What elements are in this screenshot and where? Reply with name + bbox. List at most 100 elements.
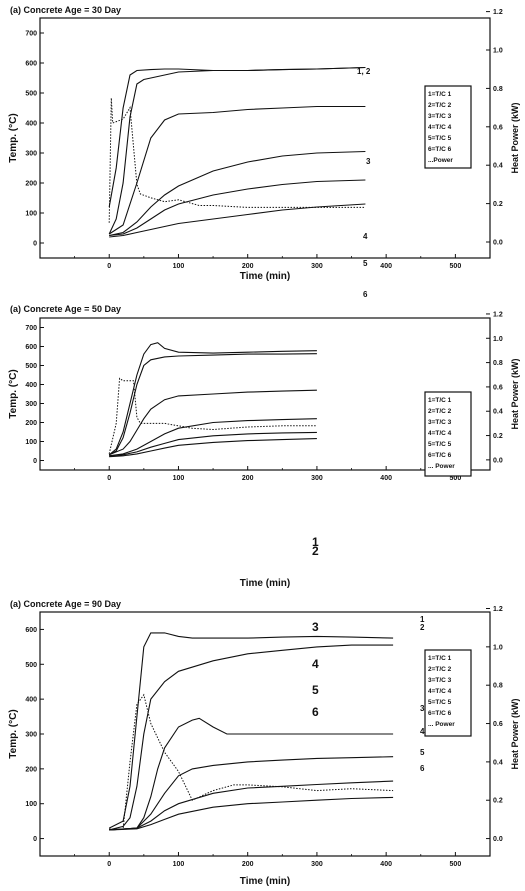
temperature-series-line-5 xyxy=(109,431,317,457)
y-tick-label: 400 xyxy=(25,382,37,389)
curve-label: 3 xyxy=(420,704,425,713)
y-axis-label: Temp. (°C) xyxy=(8,113,19,162)
legend-entry: 6=T/C 6 xyxy=(428,146,452,153)
curve-label: 4 xyxy=(420,727,425,736)
temperature-series-line-6 xyxy=(109,796,394,831)
legend-entry: 2=T/C 2 xyxy=(428,408,452,415)
y-axis-label: Temp. (°C) xyxy=(8,709,19,758)
x-tick-label: 400 xyxy=(380,475,392,482)
temperature-series-line-5 xyxy=(109,179,366,237)
y-tick-label: 0 xyxy=(33,458,37,465)
legend-entry: 2=T/C 2 xyxy=(428,666,452,673)
y-tick-label: 300 xyxy=(25,732,37,739)
y2-tick-label: 0.0 xyxy=(493,836,503,843)
y-tick-label: 500 xyxy=(25,91,37,98)
y2-axis-label: Heat Power (kW) xyxy=(510,698,520,769)
y2-tick-label: 1.2 xyxy=(493,311,503,318)
curve-label: 1 xyxy=(312,535,319,549)
legend-entry: 6=T/C 6 xyxy=(428,710,452,717)
temperature-series-line-2 xyxy=(108,353,317,456)
y-tick-label: 700 xyxy=(25,31,37,38)
y-tick-label: 600 xyxy=(25,344,37,351)
x-tick-label: 300 xyxy=(311,861,323,868)
x-axis-label: Time (min) xyxy=(240,271,290,282)
curve-label: 6 xyxy=(363,290,368,299)
temperature-series-line-3 xyxy=(108,105,366,235)
y2-tick-label: 1.2 xyxy=(493,606,503,613)
chart-title: (a) Concrete Age = 90 Day xyxy=(10,599,121,609)
y-tick-label: 700 xyxy=(25,325,37,332)
y-tick-label: 100 xyxy=(25,439,37,446)
x-tick-label: 0 xyxy=(107,861,111,868)
legend-entry: ... Power xyxy=(428,721,455,728)
y2-tick-label: 0.6 xyxy=(493,384,503,391)
legend-entry: 1=T/C 1 xyxy=(428,655,452,662)
x-tick-label: 100 xyxy=(173,861,185,868)
y-tick-label: 100 xyxy=(25,211,37,218)
curve-label: 3 xyxy=(312,620,319,634)
y2-tick-label: 1.2 xyxy=(493,9,503,16)
y2-tick-label: 1.0 xyxy=(493,48,503,55)
y2-axis-label: Heat Power (kW) xyxy=(510,102,520,173)
x-tick-label: 100 xyxy=(173,263,185,270)
y2-tick-label: 0.6 xyxy=(493,721,503,728)
curve-label: 3 xyxy=(366,157,371,166)
y2-tick-label: 0.0 xyxy=(493,240,503,247)
y2-tick-label: 0.4 xyxy=(493,163,503,170)
temperature-series-line-4 xyxy=(109,418,317,457)
legend-entry: 3=T/C 3 xyxy=(428,677,452,684)
y2-tick-label: 1.0 xyxy=(493,644,503,651)
y-tick-label: 200 xyxy=(25,181,37,188)
legend-entry: 2=T/C 2 xyxy=(428,102,452,109)
y2-tick-label: 0.6 xyxy=(493,124,503,131)
y2-tick-label: 0.4 xyxy=(493,409,503,416)
legend-entry: 3=T/C 3 xyxy=(428,419,452,426)
y-tick-label: 200 xyxy=(25,420,37,427)
x-tick-label: 500 xyxy=(450,263,462,270)
y-tick-label: 300 xyxy=(25,401,37,408)
legend-entry: 1=T/C 1 xyxy=(428,397,452,404)
legend-entry: 5=T/C 5 xyxy=(428,699,452,706)
curve-label: 1 xyxy=(420,615,425,624)
curve-label: 6 xyxy=(312,705,319,719)
plot-frame xyxy=(39,317,491,471)
temperature-series-line-6 xyxy=(109,438,317,458)
y-tick-label: 200 xyxy=(25,766,37,773)
legend-entry: 1=T/C 1 xyxy=(428,91,452,98)
temperature-series-line-6 xyxy=(109,203,366,238)
temperature-series-line-1 xyxy=(108,342,317,456)
legend-box xyxy=(424,85,472,169)
legend-entry: 3=T/C 3 xyxy=(428,113,452,120)
y-axis-label: Temp. (°C) xyxy=(8,369,19,418)
legend-entry: 4=T/C 4 xyxy=(428,688,452,695)
legend-entry: ... Power xyxy=(428,463,455,470)
x-axis-label: Time (min) xyxy=(240,578,290,589)
x-tick-label: 400 xyxy=(380,263,392,270)
x-tick-label: 0 xyxy=(107,475,111,482)
y-tick-label: 100 xyxy=(25,801,37,808)
y2-tick-label: 0.2 xyxy=(493,433,503,440)
y-tick-label: 0 xyxy=(33,836,37,843)
power-series-line xyxy=(108,97,366,223)
x-tick-label: 200 xyxy=(242,861,254,868)
y2-axis-label: Heat Power (kW) xyxy=(510,358,520,429)
temperature-series-line-1 xyxy=(108,632,394,829)
plot-frame xyxy=(39,17,491,259)
x-tick-label: 500 xyxy=(450,861,462,868)
legend-entry: ...Power xyxy=(428,157,453,164)
curve-label: 5 xyxy=(312,683,319,697)
x-axis-label: Time (min) xyxy=(240,876,290,887)
y-tick-label: 400 xyxy=(25,697,37,704)
legend-entry: 4=T/C 4 xyxy=(428,124,452,131)
temperature-series-line-4 xyxy=(109,150,366,237)
temperature-series-line-2 xyxy=(109,644,394,831)
x-tick-label: 100 xyxy=(173,475,185,482)
power-series-line xyxy=(109,693,394,830)
temperature-series-line-3 xyxy=(108,389,317,456)
x-tick-label: 500 xyxy=(450,475,462,482)
y-tick-label: 600 xyxy=(25,61,37,68)
curve-label: 5 xyxy=(420,748,425,757)
legend-entry: 4=T/C 4 xyxy=(428,430,452,437)
